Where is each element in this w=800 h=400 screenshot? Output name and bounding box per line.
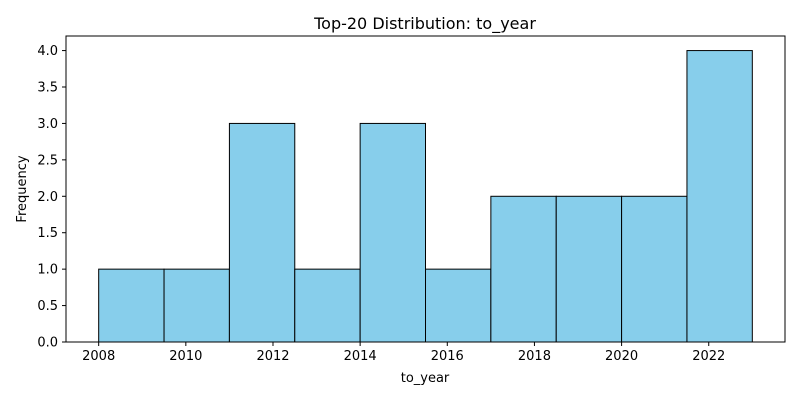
histogram-bar <box>163 268 230 343</box>
y-tick-label: 1.5 <box>37 226 58 241</box>
bars-group <box>98 50 753 343</box>
plot-frame <box>65 35 786 343</box>
x-axis-ticks: 2008 2010 2012 2014 2016 2018 2020 2022 <box>82 342 725 364</box>
histogram-bar <box>294 268 361 343</box>
x-tick-label: 2018 <box>518 349 551 364</box>
y-tick-label: 0.0 <box>37 336 58 351</box>
y-tick-label: 0.5 <box>37 299 58 314</box>
x-tick-label: 2020 <box>605 349 638 364</box>
y-axis-ticks: 0.0 0.5 1.0 1.5 2.0 2.5 3.0 3.5 4.0 <box>37 44 66 351</box>
y-tick-label: 3.0 <box>37 117 58 132</box>
x-tick-label: 2022 <box>692 349 725 364</box>
histogram-bar <box>555 195 623 343</box>
y-tick-label: 2.5 <box>37 153 58 168</box>
x-tick-label: 2012 <box>256 349 289 364</box>
histogram-bar <box>359 122 426 343</box>
x-tick-label: 2010 <box>169 349 202 364</box>
y-tick-label: 4.0 <box>37 44 58 59</box>
histogram-bar <box>98 268 165 343</box>
histogram-bar <box>621 195 688 343</box>
y-tick-label: 1.0 <box>37 263 58 278</box>
y-tick-label: 2.0 <box>37 190 58 205</box>
x-tick-label: 2016 <box>431 349 464 364</box>
histogram-bar <box>490 195 557 343</box>
x-tick-label: 2008 <box>82 349 115 364</box>
histogram-bar <box>686 50 753 343</box>
y-tick-label: 3.5 <box>37 81 58 96</box>
x-tick-label: 2014 <box>344 349 377 364</box>
chart-title: Top-20 Distribution: to_year <box>313 14 536 34</box>
y-axis-label: Frequency <box>15 155 30 222</box>
x-axis-label: to_year <box>401 371 450 386</box>
histogram-bar <box>425 268 492 343</box>
histogram-bar <box>228 122 296 343</box>
